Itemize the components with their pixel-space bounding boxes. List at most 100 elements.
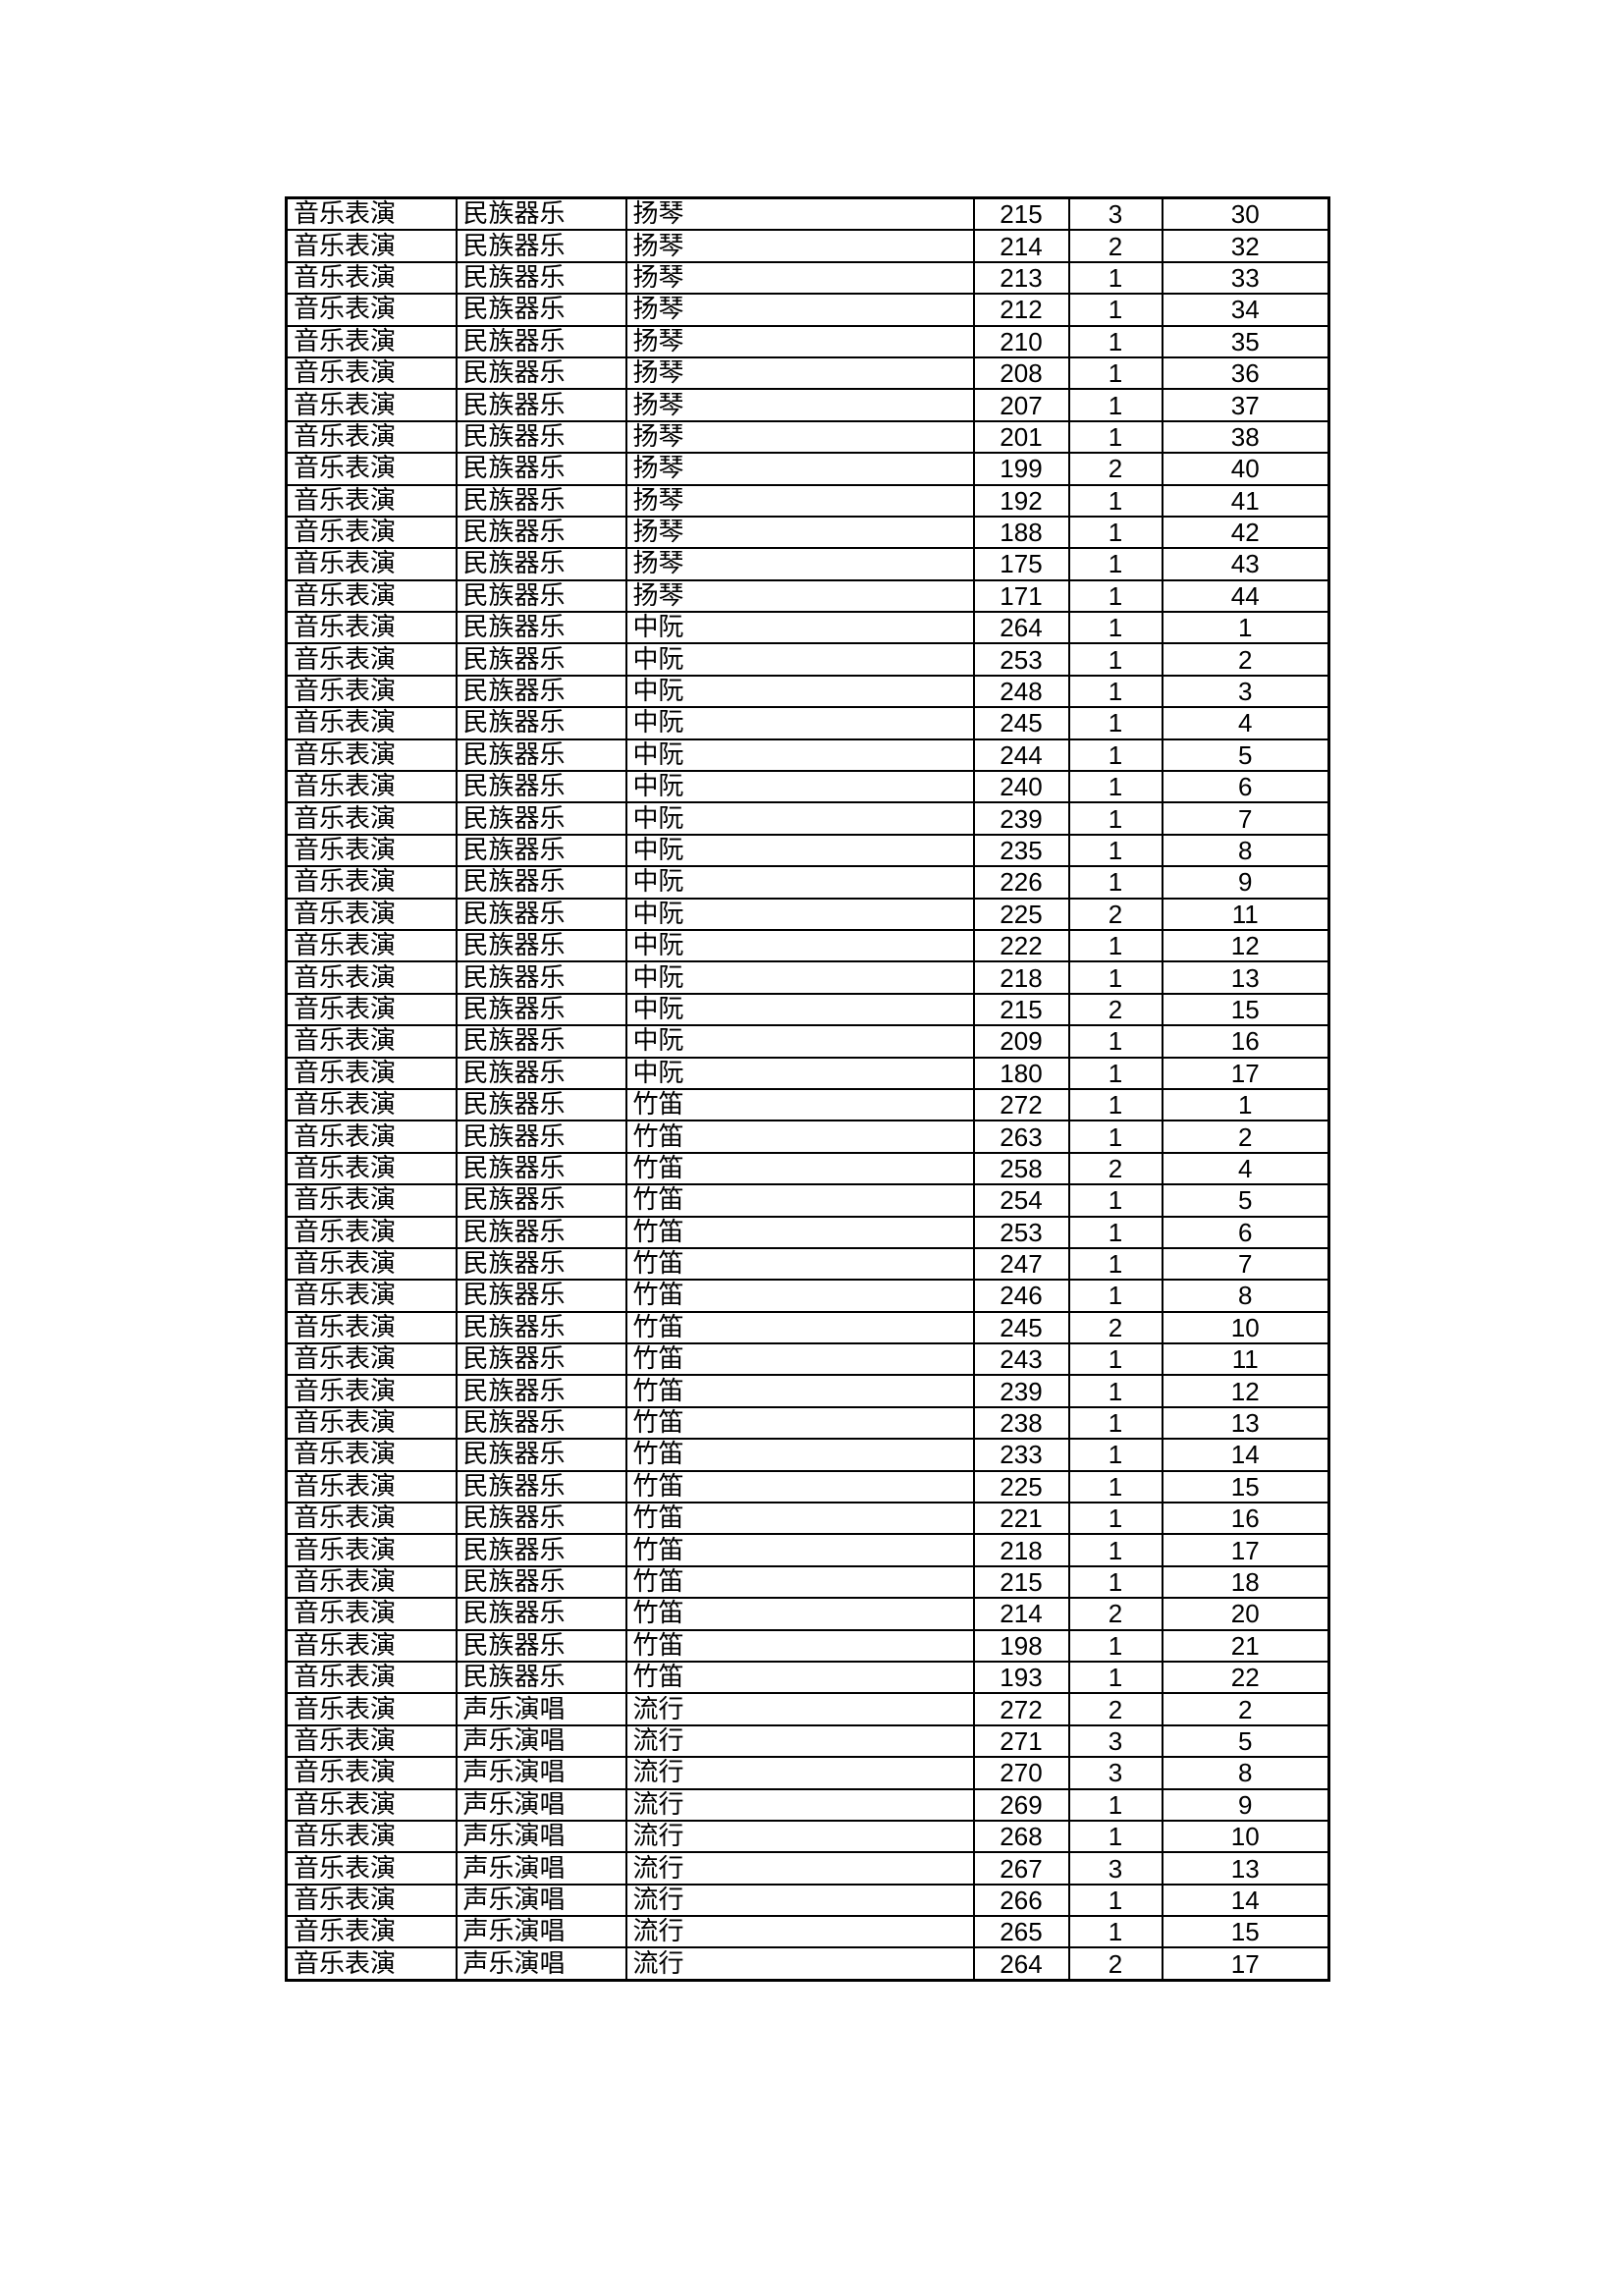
category-cell: 声乐演唱 — [455, 1915, 627, 1949]
category-cell: 民族器乐 — [455, 578, 627, 614]
major-cell: 音乐表演 — [285, 1946, 458, 1982]
instrument-cell: 竹笛 — [624, 1087, 975, 1122]
category-cell: 民族器乐 — [455, 419, 627, 455]
category-cell: 民族器乐 — [455, 642, 627, 677]
major-cell: 音乐表演 — [285, 738, 458, 773]
count-cell: 1 — [1067, 547, 1163, 581]
rank-cell: 13 — [1161, 1851, 1330, 1886]
table-row: 音乐表演 民族器乐 中阮 240 1 6 — [285, 770, 1330, 804]
major-cell: 音乐表演 — [285, 452, 458, 486]
count-cell: 2 — [1067, 1692, 1163, 1726]
major-cell: 音乐表演 — [285, 770, 458, 804]
major-cell: 音乐表演 — [285, 419, 458, 455]
rank-cell: 8 — [1161, 833, 1330, 868]
table-row: 音乐表演 民族器乐 竹笛 263 1 2 — [285, 1120, 1330, 1154]
instrument-cell: 流行 — [624, 1723, 975, 1759]
count-cell: 1 — [1067, 674, 1163, 709]
table-body: 音乐表演 民族器乐 扬琴 215 3 30 音乐表演 民族器乐 扬琴 214 2 32 音乐表演 民族器乐… — [285, 196, 1330, 1982]
category-cell: 民族器乐 — [455, 897, 627, 931]
table-row: 音乐表演 民族器乐 中阮 180 1 17 — [285, 1056, 1330, 1090]
score-cell: 215 — [972, 196, 1070, 232]
instrument-cell: 扬琴 — [624, 355, 975, 391]
count-cell: 1 — [1067, 1279, 1163, 1313]
major-cell: 音乐表演 — [285, 1883, 458, 1918]
category-cell: 民族器乐 — [455, 355, 627, 391]
count-cell: 1 — [1067, 324, 1163, 358]
instrument-cell: 竹笛 — [624, 1215, 975, 1249]
table-row: 音乐表演 民族器乐 扬琴 210 1 35 — [285, 324, 1330, 358]
category-cell: 民族器乐 — [455, 1087, 627, 1122]
instrument-cell: 扬琴 — [624, 515, 975, 550]
score-cell: 243 — [972, 1342, 1070, 1377]
category-cell: 声乐演唱 — [455, 1883, 627, 1918]
instrument-cell: 扬琴 — [624, 419, 975, 455]
major-cell: 音乐表演 — [285, 1279, 458, 1313]
instrument-cell: 扬琴 — [624, 578, 975, 614]
score-cell: 193 — [972, 1660, 1070, 1695]
major-cell: 音乐表演 — [285, 1183, 458, 1218]
count-cell: 2 — [1067, 1310, 1163, 1345]
category-cell: 民族器乐 — [455, 1024, 627, 1059]
rank-cell: 22 — [1161, 1660, 1330, 1695]
category-cell: 民族器乐 — [455, 1246, 627, 1282]
score-cell: 226 — [972, 865, 1070, 900]
count-cell: 1 — [1067, 578, 1163, 614]
instrument-cell: 中阮 — [624, 642, 975, 677]
category-cell: 声乐演唱 — [455, 1946, 627, 1982]
category-cell: 民族器乐 — [455, 928, 627, 963]
instrument-cell: 中阮 — [624, 992, 975, 1027]
major-cell: 音乐表演 — [285, 260, 458, 296]
major-cell: 音乐表演 — [285, 1246, 458, 1282]
count-cell: 1 — [1067, 738, 1163, 773]
category-cell: 民族器乐 — [455, 229, 627, 263]
rank-cell: 42 — [1161, 515, 1330, 550]
table-row: 音乐表演 民族器乐 中阮 244 1 5 — [285, 738, 1330, 773]
rank-cell: 32 — [1161, 229, 1330, 263]
score-cell: 266 — [972, 1883, 1070, 1918]
major-cell: 音乐表演 — [285, 865, 458, 900]
category-cell: 民族器乐 — [455, 1564, 627, 1600]
table-row: 音乐表演 民族器乐 竹笛 225 1 15 — [285, 1469, 1330, 1504]
score-cell: 188 — [972, 515, 1070, 550]
table-row: 音乐表演 民族器乐 中阮 253 1 2 — [285, 642, 1330, 677]
table-row: 音乐表演 民族器乐 竹笛 215 1 18 — [285, 1564, 1330, 1600]
score-cell: 201 — [972, 419, 1070, 455]
rank-cell: 35 — [1161, 324, 1330, 358]
table-row: 音乐表演 民族器乐 中阮 218 1 13 — [285, 960, 1330, 995]
score-cell: 245 — [972, 706, 1070, 740]
rank-cell: 14 — [1161, 1438, 1330, 1472]
instrument-cell: 竹笛 — [624, 1564, 975, 1600]
score-cell: 225 — [972, 1469, 1070, 1504]
score-cell: 272 — [972, 1692, 1070, 1726]
major-cell: 音乐表演 — [285, 1438, 458, 1472]
instrument-cell: 竹笛 — [624, 1597, 975, 1631]
instrument-cell: 竹笛 — [624, 1246, 975, 1282]
count-cell: 1 — [1067, 960, 1163, 995]
instrument-cell: 竹笛 — [624, 1469, 975, 1504]
instrument-cell: 扬琴 — [624, 196, 975, 232]
count-cell: 1 — [1067, 1533, 1163, 1567]
instrument-cell: 竹笛 — [624, 1279, 975, 1313]
instrument-cell: 中阮 — [624, 738, 975, 773]
table-row: 音乐表演 民族器乐 竹笛 245 2 10 — [285, 1310, 1330, 1345]
major-cell: 音乐表演 — [285, 1087, 458, 1122]
instrument-cell: 竹笛 — [624, 1533, 975, 1567]
major-cell: 音乐表演 — [285, 833, 458, 868]
count-cell: 1 — [1067, 1628, 1163, 1663]
instrument-cell: 中阮 — [624, 833, 975, 868]
category-cell: 民族器乐 — [455, 483, 627, 518]
major-cell: 音乐表演 — [285, 611, 458, 645]
rank-cell: 17 — [1161, 1056, 1330, 1090]
major-cell: 音乐表演 — [285, 1819, 458, 1854]
instrument-cell: 中阮 — [624, 960, 975, 995]
rank-cell: 21 — [1161, 1628, 1330, 1663]
rank-cell: 9 — [1161, 1787, 1330, 1822]
score-cell: 264 — [972, 611, 1070, 645]
score-cell: 192 — [972, 483, 1070, 518]
count-cell: 1 — [1067, 1183, 1163, 1218]
major-cell: 音乐表演 — [285, 1851, 458, 1886]
table-row: 音乐表演 民族器乐 竹笛 193 1 22 — [285, 1660, 1330, 1695]
table-row: 音乐表演 声乐演唱 流行 266 1 14 — [285, 1883, 1330, 1918]
category-cell: 民族器乐 — [455, 1120, 627, 1154]
category-cell: 民族器乐 — [455, 1469, 627, 1504]
